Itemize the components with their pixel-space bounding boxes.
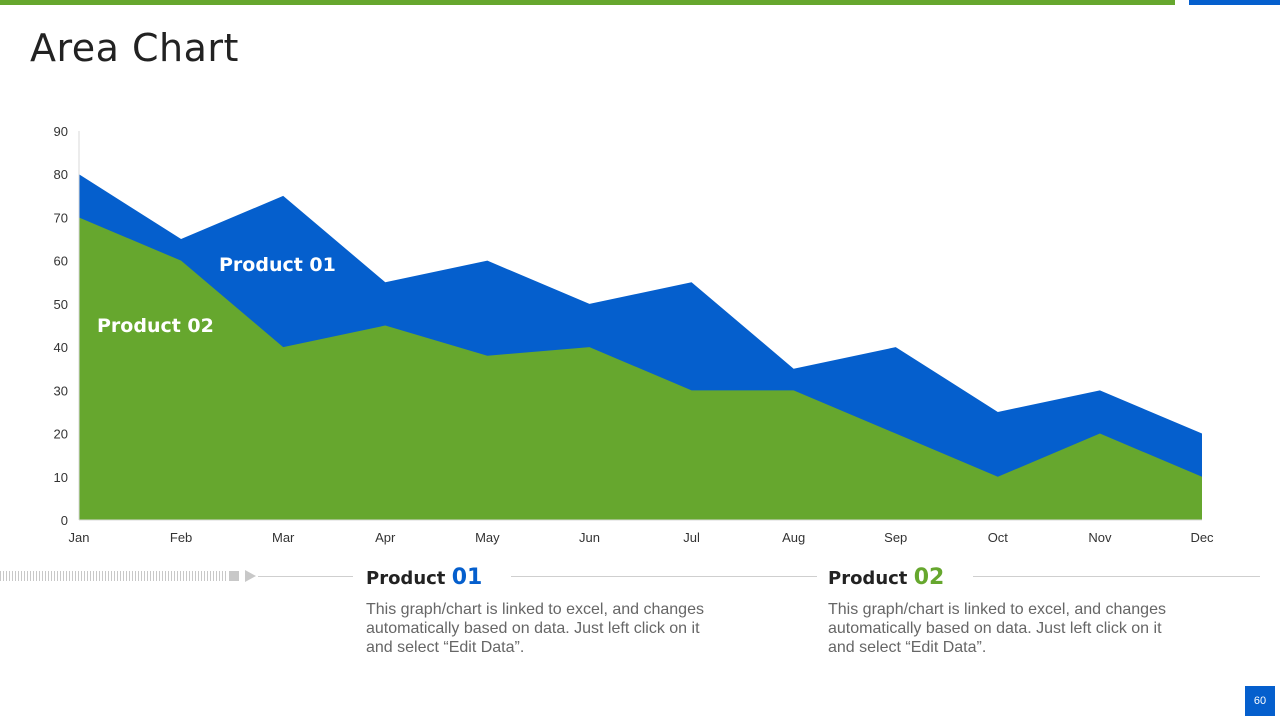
x-tick-label: Jun bbox=[579, 530, 600, 545]
decorative-square-icon bbox=[229, 571, 239, 581]
series-label-product-01: Product 01 bbox=[219, 254, 336, 276]
divider-line bbox=[511, 576, 817, 577]
x-tick-label: Oct bbox=[988, 530, 1009, 545]
product-01-heading-number: 01 bbox=[451, 565, 483, 590]
page-number-badge: 60 bbox=[1245, 686, 1275, 716]
divider-line bbox=[258, 576, 353, 577]
product-01-heading: Product 01 bbox=[366, 565, 482, 590]
product-01-description: This graph/chart is linked to excel, and… bbox=[366, 601, 704, 656]
divider-line bbox=[973, 576, 1260, 577]
x-tick-label: Mar bbox=[272, 530, 295, 545]
y-tick-label: 60 bbox=[54, 254, 68, 269]
decorative-arrow-icon bbox=[245, 570, 256, 582]
x-tick-label: Nov bbox=[1088, 530, 1112, 545]
top-accent-bar-blue bbox=[1189, 0, 1280, 5]
x-tick-label: Jan bbox=[69, 530, 90, 545]
product-02-heading-number: 02 bbox=[913, 565, 945, 590]
x-tick-label: Sep bbox=[884, 530, 907, 545]
y-tick-label: 90 bbox=[54, 124, 68, 139]
top-accent-bar-green bbox=[0, 0, 1175, 5]
y-tick-label: 50 bbox=[54, 297, 68, 312]
series-label-product-02: Product 02 bbox=[97, 315, 214, 337]
x-tick-label: Jul bbox=[683, 530, 700, 545]
y-tick-label: 30 bbox=[54, 383, 68, 398]
x-tick-label: May bbox=[475, 530, 500, 545]
product-02-heading: Product 02 bbox=[828, 565, 944, 590]
y-tick-label: 0 bbox=[61, 513, 68, 528]
product-02-description: This graph/chart is linked to excel, and… bbox=[828, 601, 1166, 656]
y-tick-label: 70 bbox=[54, 210, 68, 225]
y-tick-label: 20 bbox=[54, 427, 68, 442]
area-chart[interactable]: 0 10 20 30 40 50 60 70 80 90 Jan Feb Mar Apr May Jun Jul… bbox=[0, 0, 1280, 560]
area-series-product-02[interactable] bbox=[79, 217, 1202, 520]
y-tick-label: 40 bbox=[54, 340, 68, 355]
page-title: Area Chart bbox=[30, 26, 239, 70]
x-tick-label: Aug bbox=[782, 530, 805, 545]
product-01-heading-label: Product bbox=[366, 568, 446, 589]
y-tick-label: 10 bbox=[54, 470, 68, 485]
decorative-dotted-line bbox=[0, 571, 228, 581]
product-02-heading-label: Product bbox=[828, 568, 908, 589]
y-tick-label: 80 bbox=[54, 167, 68, 182]
x-tick-label: Feb bbox=[170, 530, 192, 545]
x-tick-label: Apr bbox=[375, 530, 396, 545]
x-tick-label: Dec bbox=[1190, 530, 1214, 545]
